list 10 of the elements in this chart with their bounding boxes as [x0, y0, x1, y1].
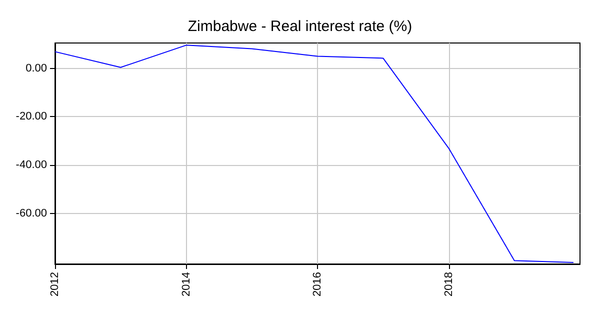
y-tick-label: -60.00: [16, 207, 47, 220]
chart-title: Zimbabwe - Real interest rate (%): [188, 18, 412, 35]
y-tick-label: -40.00: [16, 158, 47, 171]
x-tick-label: 2018: [442, 272, 455, 296]
x-tick-label: 2016: [312, 272, 324, 296]
y-tick-label: 0.00: [26, 62, 47, 74]
x-tick-label: 2014: [180, 272, 192, 296]
x-tick-label: 2012: [49, 272, 61, 296]
line-series: [54, 44, 574, 264]
y-tick-label: -20.00: [16, 110, 47, 123]
